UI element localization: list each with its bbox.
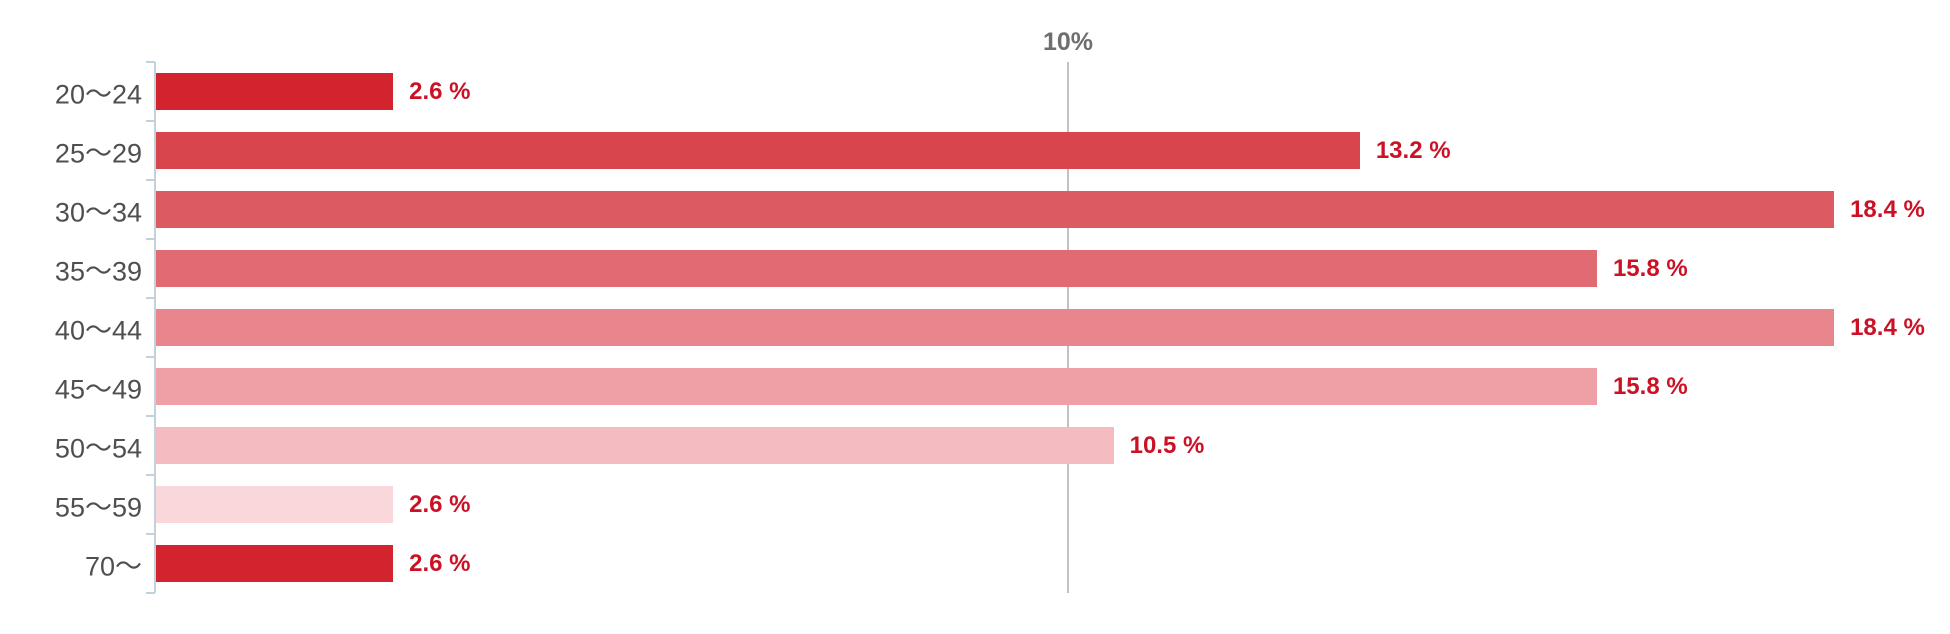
bar xyxy=(156,545,394,582)
value-label: 18.4 % xyxy=(1850,195,1925,223)
axis-tick xyxy=(146,592,155,594)
bar xyxy=(156,486,394,523)
category-label: 55〜59 xyxy=(54,492,142,522)
category-label: 25〜29 xyxy=(54,138,142,168)
y-axis-line xyxy=(154,62,156,593)
axis-tick xyxy=(146,297,155,299)
axis-tick xyxy=(146,120,155,122)
value-label: 2.6 % xyxy=(409,549,471,577)
axis-tick xyxy=(146,474,155,476)
value-label: 15.8 % xyxy=(1612,372,1688,400)
category-label: 70〜 xyxy=(84,551,142,581)
category-label: 40〜44 xyxy=(54,315,142,345)
category-label: 45〜49 xyxy=(54,374,142,404)
chart-row: 50〜54 10.5 % xyxy=(0,416,1950,475)
axis-tick xyxy=(146,61,155,63)
value-label: 2.6 % xyxy=(409,77,471,105)
bar xyxy=(156,132,1360,169)
bar xyxy=(156,250,1597,287)
bar xyxy=(156,191,1835,228)
bar xyxy=(156,368,1597,405)
bar xyxy=(156,73,394,110)
bar xyxy=(156,427,1114,464)
chart-row: 70〜 2.6 % xyxy=(0,534,1950,593)
chart-row: 30〜34 18.4 % xyxy=(0,180,1950,239)
value-label: 18.4 % xyxy=(1850,313,1925,341)
category-label: 50〜54 xyxy=(54,433,142,463)
value-label: 15.8 % xyxy=(1612,254,1688,282)
gridline-label-10pct: 10% xyxy=(1042,28,1094,56)
chart-row: 20〜24 2.6 % xyxy=(0,62,1950,121)
chart-row: 25〜29 13.2 % xyxy=(0,121,1950,180)
value-label: 2.6 % xyxy=(409,490,471,518)
category-label: 30〜34 xyxy=(54,197,142,227)
chart-row: 55〜59 2.6 % xyxy=(0,475,1950,534)
chart-row: 40〜44 18.4 % xyxy=(0,298,1950,357)
axis-tick xyxy=(146,533,155,535)
category-label: 35〜39 xyxy=(54,256,142,286)
axis-tick xyxy=(146,415,155,417)
value-label: 10.5 % xyxy=(1129,431,1205,459)
axis-tick xyxy=(146,356,155,358)
axis-tick xyxy=(146,238,155,240)
chart-row: 35〜39 15.8 % xyxy=(0,239,1950,298)
chart-row: 45〜49 15.8 % xyxy=(0,357,1950,416)
bar xyxy=(156,309,1835,346)
axis-tick xyxy=(146,179,155,181)
category-label: 20〜24 xyxy=(54,79,142,109)
value-label: 13.2 % xyxy=(1375,136,1451,164)
